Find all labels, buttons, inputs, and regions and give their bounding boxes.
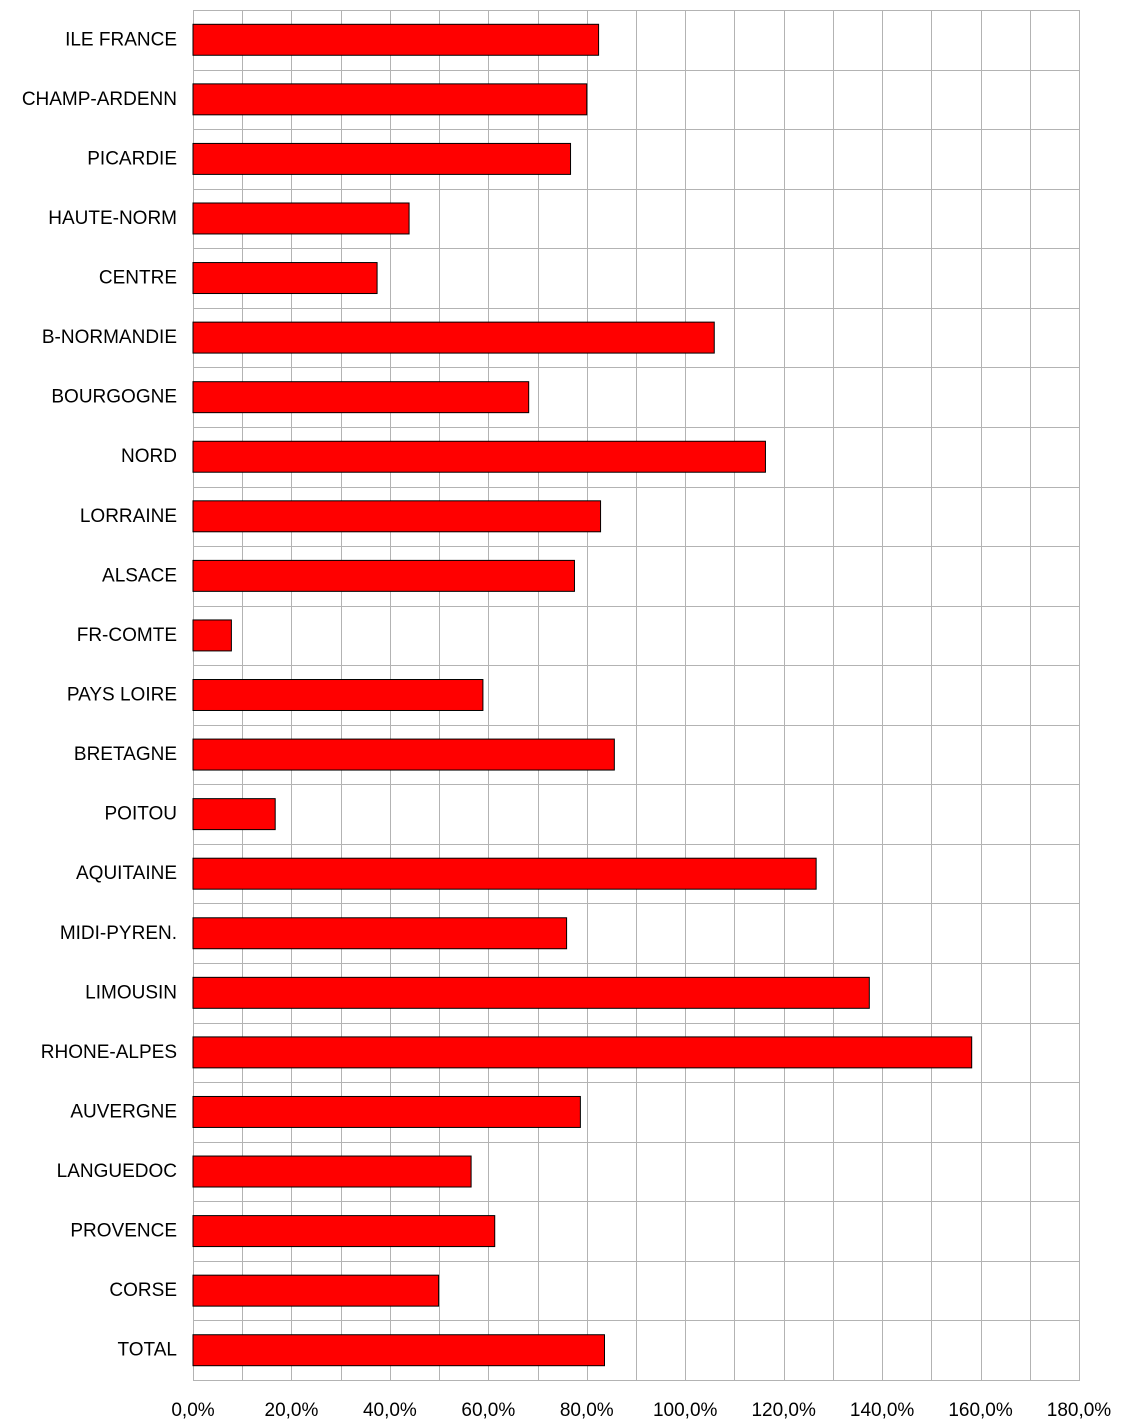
bar-fr-comte — [192, 619, 232, 652]
bar-aquitaine — [192, 857, 817, 890]
category-label: PAYS LOIRE — [67, 685, 177, 706]
category-label: PICARDIE — [87, 148, 177, 169]
bar-bretagne — [192, 738, 615, 771]
bar-bourgogne — [192, 381, 530, 414]
category-label: PROVENCE — [70, 1221, 177, 1242]
category-label: LANGUEDOC — [57, 1161, 177, 1182]
x-tick-label: 140,0% — [850, 1400, 915, 1421]
x-tick-label: 100,0% — [653, 1400, 718, 1421]
category-label: NORD — [121, 446, 177, 467]
bar-centre — [192, 262, 378, 295]
category-label: LORRAINE — [80, 506, 177, 527]
category-label: RHONE-ALPES — [41, 1042, 177, 1063]
bars — [192, 23, 973, 1367]
category-label: HAUTE-NORM — [48, 208, 177, 229]
bar-ile-france — [192, 23, 600, 56]
category-label: POITOU — [105, 804, 178, 825]
x-tick-label: 180,0% — [1047, 1400, 1112, 1421]
x-axis-tick-labels: 0,0% 20,0% 40,0% 60,0% 80,0% 100,0% 120,0% 140,… — [171, 1400, 1111, 1421]
bar-midi-pyren — [192, 917, 568, 950]
bar-poitou — [192, 798, 276, 831]
bar-lorraine — [192, 500, 602, 533]
bar-picardie — [192, 142, 572, 175]
category-label: AUVERGNE — [70, 1101, 177, 1122]
category-label: ILE FRANCE — [65, 29, 177, 50]
gridlines — [193, 10, 1080, 1381]
category-label: TOTAL — [118, 1340, 177, 1361]
bar-alsace — [192, 559, 575, 592]
x-tick-label: 20,0% — [265, 1400, 319, 1421]
category-label: BRETAGNE — [74, 744, 177, 765]
x-tick-label: 80,0% — [560, 1400, 614, 1421]
category-label: LIMOUSIN — [85, 982, 177, 1003]
bar-nord — [192, 440, 766, 473]
bar-languedoc — [192, 1155, 472, 1188]
category-label: AQUITAINE — [76, 863, 177, 884]
x-tick-label: 160,0% — [948, 1400, 1013, 1421]
x-tick-label: 120,0% — [751, 1400, 816, 1421]
x-tick-label: 40,0% — [363, 1400, 417, 1421]
category-label: BOURGOGNE — [51, 387, 177, 408]
bar-limousin — [192, 976, 870, 1009]
category-label: CORSE — [109, 1280, 177, 1301]
category-label: CENTRE — [99, 268, 177, 289]
bar-provence — [192, 1215, 496, 1248]
category-label: CHAMP-ARDENN — [22, 89, 177, 110]
bar-auvergne — [192, 1095, 581, 1128]
bar-rhone-alpes — [192, 1036, 973, 1069]
x-tick-label: 0,0% — [171, 1400, 214, 1421]
category-label: B-NORMANDIE — [42, 327, 177, 348]
bar-pays-loire — [192, 679, 484, 711]
x-tick-label: 60,0% — [461, 1400, 515, 1421]
bar-champ-ardenn — [192, 83, 588, 116]
category-label: ALSACE — [102, 565, 177, 586]
bar-corse — [192, 1274, 440, 1307]
category-labels: ILE FRANCE CHAMP-ARDENN PICARDIE HAUTE-NORM… — [22, 29, 177, 1360]
category-label: FR-COMTE — [77, 625, 177, 646]
bar-haute-norm — [192, 202, 410, 235]
bar-b-normandie — [192, 321, 715, 354]
bar-total — [192, 1334, 605, 1367]
category-label: MIDI-PYREN. — [60, 923, 177, 944]
